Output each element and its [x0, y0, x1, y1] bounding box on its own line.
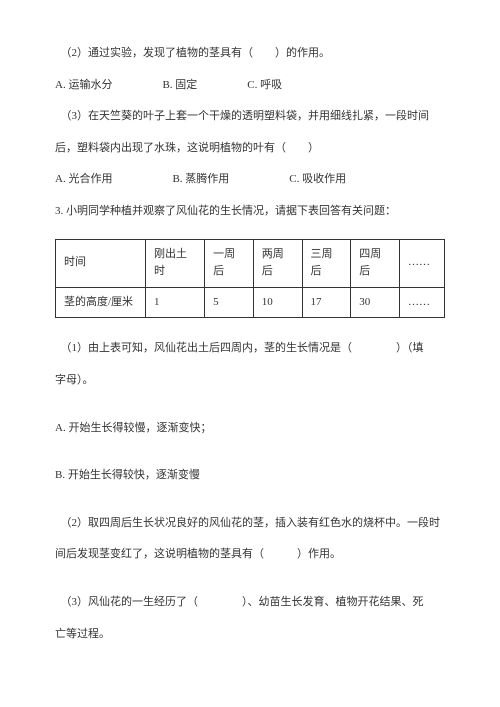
q3-intro: 3. 小明同学种植并观察了风仙花的生长情况，请据下表回答有关问题：: [55, 203, 445, 221]
table-cell: 茎的高度/厘米: [56, 287, 146, 318]
q2-sub3-options: A. 光合作用 B. 蒸腾作用 C. 吸收作用: [55, 171, 445, 189]
table-cell: 1: [146, 287, 205, 318]
q3-sub1-opt-a: A. 开始生长得较慢，逐渐变快；: [55, 420, 445, 438]
q3-sub3-line2: 亡等过程。: [55, 626, 445, 644]
table-cell: ……: [400, 239, 445, 287]
table-row: 茎的高度/厘米 1 5 10 17 30 ……: [56, 287, 445, 318]
table-cell: 三周后: [302, 239, 351, 287]
option-a: A. 运输水分: [55, 77, 112, 95]
q2-sub2-text: （2）通过实验，发现了植物的茎具有（ ）的作用。: [55, 45, 445, 63]
table-cell: 17: [302, 287, 351, 318]
table-cell: 5: [205, 287, 254, 318]
q2-sub3-line1: （3）在天竺葵的叶子上套一个干燥的透明塑料袋，并用细线扎紧，一段时间: [55, 108, 445, 126]
q3-sub2-line1: （2）取四周后生长状况良好的风仙花的茎，插入装有红色水的烧杯中。一段时: [55, 515, 445, 533]
q3-sub1-line1: （1）由上表可知，风仙花出土后四周内，茎的生长情况是（ ）（填: [55, 340, 445, 358]
growth-table: 时间 刚出土时 一周后 两周后 三周后 四周后 …… 茎的高度/厘米 1 5 1…: [55, 239, 445, 319]
option-b: B. 固定: [162, 77, 197, 95]
option-a: A. 光合作用: [55, 171, 112, 189]
option-c: C. 呼吸: [247, 77, 282, 95]
q3-sub3-line1: （3）风仙花的一生经历了（ ）、幼苗生长发育、植物开花结果、死: [55, 594, 445, 612]
option-b: B. 蒸腾作用: [172, 171, 229, 189]
table-row: 时间 刚出土时 一周后 两周后 三周后 四周后 ……: [56, 239, 445, 287]
table-cell: ……: [400, 287, 445, 318]
q3-sub1-opt-b: B. 开始生长得较快，逐渐变慢: [55, 467, 445, 485]
table-cell: 四周后: [351, 239, 400, 287]
q2-sub3-line2: 后，塑料袋内出现了水珠，这说明植物的叶有（ ）: [55, 140, 445, 158]
table-cell: 两周后: [253, 239, 302, 287]
table-cell: 时间: [56, 239, 146, 287]
option-c: C. 吸收作用: [289, 171, 346, 189]
table-cell: 一周后: [205, 239, 254, 287]
q3-sub2-line2: 间后发现茎变红了，这说明植物的茎具有（ ）作用。: [55, 546, 445, 564]
q3-sub1-line2: 字母）。: [55, 372, 445, 390]
table-cell: 10: [253, 287, 302, 318]
table-cell: 刚出土时: [146, 239, 205, 287]
q2-sub2-options: A. 运输水分 B. 固定 C. 呼吸: [55, 77, 445, 95]
table-cell: 30: [351, 287, 400, 318]
